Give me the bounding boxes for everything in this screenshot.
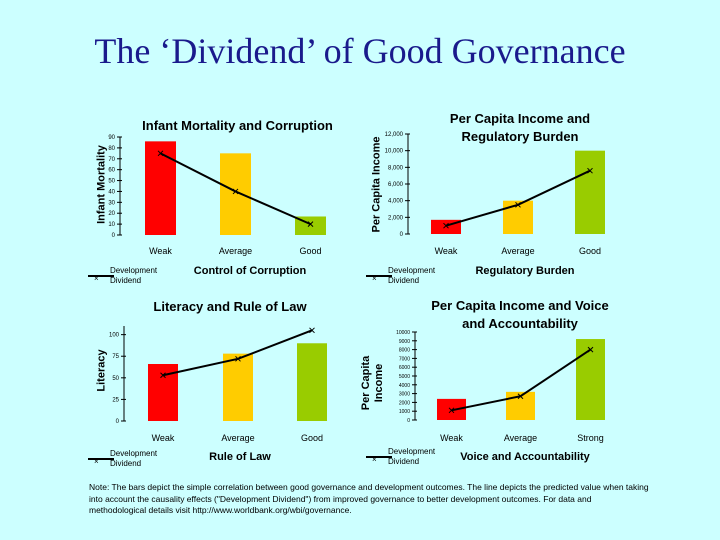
chart-3-dividend-point xyxy=(235,355,241,362)
chart-2-y-tick-label: 6,000 xyxy=(388,182,404,188)
chart-4-dividend-point xyxy=(448,407,455,414)
chart-2-bar-good xyxy=(575,150,605,234)
legend-label: Development Dividend xyxy=(388,266,436,285)
chart-3-category-label: Average xyxy=(221,433,254,443)
chart-3-xtitle: Rule of Law xyxy=(209,451,271,463)
chart-1-category-label: Average xyxy=(219,246,252,256)
chart-1-category-label: Weak xyxy=(149,246,172,256)
chart-4-title: Per Capita Income and Voice and Accounta… xyxy=(431,298,609,331)
chart-2-category-label: Weak xyxy=(435,246,458,256)
legend-label: Development Dividend xyxy=(110,449,158,468)
chart-4-y-tick-label: 5000 xyxy=(399,374,410,380)
chart-4-category-label: Strong xyxy=(577,433,604,443)
chart-4-y-tick-label: 3000 xyxy=(399,392,410,398)
chart-1-ylabel: Infant Mortality xyxy=(95,145,108,224)
chart-1-y-tick-label: 80 xyxy=(108,146,115,152)
chart-4-y-tick-label: 10000 xyxy=(396,330,410,336)
legend-label: Development Dividend xyxy=(388,447,436,466)
legend-line-icon xyxy=(88,275,114,277)
chart-2-xtitle: Regulatory Burden xyxy=(475,265,575,277)
chart-3-dividend-point xyxy=(160,372,166,379)
chart-1-y-tick-label: 90 xyxy=(108,135,115,141)
chart-2-y-tick-label: 8,000 xyxy=(388,165,404,171)
chart-1-xtitle: Control of Corruption xyxy=(193,265,307,277)
chart-3-category-label: Good xyxy=(301,433,323,443)
chart-4-legend: × Development Dividend xyxy=(366,447,446,469)
chart-2-title: Per Capita Income and Regulatory Burden xyxy=(449,111,591,144)
chart-4-y-tick-label: 7000 xyxy=(399,356,410,362)
chart-2-dividend-point xyxy=(515,201,521,208)
x-marker-icon: × xyxy=(94,457,99,466)
chart-3-category-label: Weak xyxy=(152,433,175,443)
slide-title: The ‘Dividend’ of Good Governance xyxy=(94,31,626,71)
chart-1-dividend-point xyxy=(307,221,314,227)
chart-1-dividend-point xyxy=(232,188,239,195)
footnote: Note: The bars depict the simple correla… xyxy=(89,482,649,515)
chart-3-ylabel: Literacy xyxy=(95,349,108,392)
chart-1-y-tick-label: 10 xyxy=(108,222,115,228)
chart-1-dividend-point xyxy=(157,150,164,157)
x-marker-icon: × xyxy=(372,455,377,464)
chart-4-y-tick-label: 2000 xyxy=(399,400,410,406)
chart-2-y-tick-label: 12,000 xyxy=(385,132,404,138)
legend-label: Development Dividend xyxy=(110,266,158,285)
chart-3-dividend-point xyxy=(309,327,315,334)
chart-2-y-tick-label: 4,000 xyxy=(388,199,404,205)
chart-4-bar-strong xyxy=(576,339,605,420)
chart-1-y-tick-label: 50 xyxy=(108,179,115,185)
chart-1-title: Infant Mortality and Corruption xyxy=(142,118,333,133)
chart-2-y-tick-label: 0 xyxy=(400,232,404,238)
chart-2-dividend-point xyxy=(443,222,449,229)
chart-1-y-tick-label: 70 xyxy=(108,157,115,163)
chart-4-xtitle: Voice and Accountability xyxy=(460,451,590,463)
chart-4-y-tick-label: 1000 xyxy=(399,409,410,415)
chart-4-y-tick-label: 4000 xyxy=(399,383,410,389)
chart-1-y-tick-label: 30 xyxy=(108,200,115,206)
chart-3-y-tick-label: 75 xyxy=(112,354,119,360)
chart-3-legend: × Development Dividend xyxy=(88,449,168,471)
chart-3-bar-good xyxy=(297,343,327,421)
chart-1-bar-average xyxy=(220,153,251,235)
chart-3-y-tick-label: 50 xyxy=(112,376,119,382)
chart-3-bar-average xyxy=(223,353,253,421)
chart-1-y-tick-label: 40 xyxy=(108,189,115,195)
chart-3-y-tick-label: 0 xyxy=(116,419,120,425)
chart-3-y-tick-label: 100 xyxy=(109,333,120,339)
chart-4-dividend-point xyxy=(587,346,594,353)
chart-1-y-tick-label: 20 xyxy=(108,211,115,217)
chart-2-category-label: Good xyxy=(579,246,601,256)
x-marker-icon: × xyxy=(372,274,377,283)
chart-2-ylabel: Per Capita Income xyxy=(370,136,383,233)
chart-4-category-label: Weak xyxy=(440,433,463,443)
legend-line-icon xyxy=(366,456,392,458)
chart-4-y-tick-label: 8000 xyxy=(399,348,410,354)
chart-4-y-tick-label: 0 xyxy=(407,418,410,424)
chart-4-category-label: Average xyxy=(504,433,537,443)
chart-1-y-tick-label: 0 xyxy=(112,233,116,239)
chart-2-category-label: Average xyxy=(501,246,534,256)
chart-4-y-tick-label: 6000 xyxy=(399,365,410,371)
x-marker-icon: × xyxy=(94,274,99,283)
chart-1-y-tick-label: 60 xyxy=(108,168,115,174)
chart-1-bar-weak xyxy=(145,141,176,235)
chart-1-legend: × Development Dividend xyxy=(88,266,168,288)
chart-1-category-label: Good xyxy=(299,246,321,256)
chart-4-dividend-point xyxy=(517,393,524,400)
chart-4-y-tick-label: 9000 xyxy=(399,339,410,345)
chart-2-y-tick-label: 10,000 xyxy=(385,149,404,155)
chart-4-ylabel: Per Capita Income xyxy=(360,355,385,411)
chart-2-y-tick-label: 2,000 xyxy=(388,215,404,221)
legend-line-icon xyxy=(88,458,114,460)
chart-3-title: Literacy and Rule of Law xyxy=(153,299,307,314)
chart-2-legend: × Development Dividend xyxy=(366,266,446,288)
chart-2-dividend-point xyxy=(587,167,593,174)
chart-2-bar-average xyxy=(503,200,533,234)
legend-line-icon xyxy=(366,275,392,277)
chart-3-y-tick-label: 25 xyxy=(112,397,119,403)
